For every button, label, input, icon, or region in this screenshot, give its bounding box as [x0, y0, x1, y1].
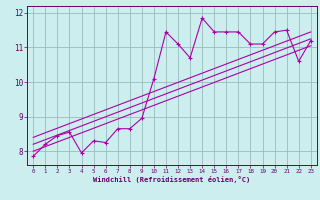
X-axis label: Windchill (Refroidissement éolien,°C): Windchill (Refroidissement éolien,°C)	[93, 176, 251, 183]
